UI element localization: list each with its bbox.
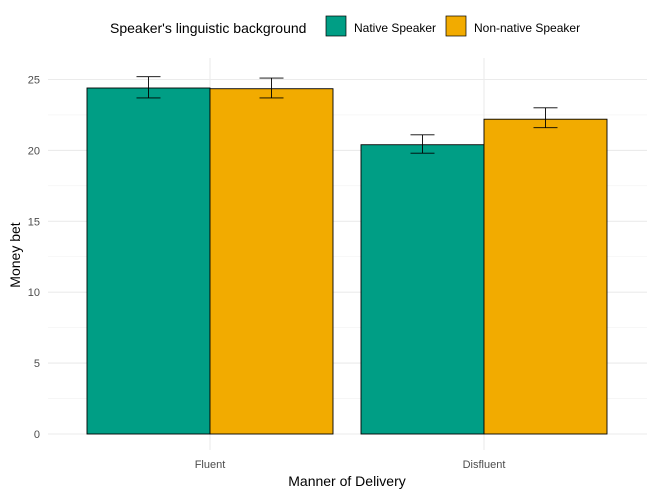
bar-fluent-native-speaker <box>86 87 211 435</box>
x-axis-ticks: Fluent Disfluent <box>195 459 506 471</box>
legend-swatch-native <box>325 15 347 37</box>
y-tick-label: 5 <box>34 358 40 370</box>
y-tick-label: 10 <box>28 287 40 299</box>
bar-disfluent-native-speaker <box>360 144 485 435</box>
x-tick-label: Fluent <box>195 459 226 471</box>
x-axis-label: Manner of Delivery <box>288 473 406 489</box>
bars <box>86 87 608 435</box>
legend-label-native: Native Speaker <box>354 21 436 35</box>
legend: Speaker's linguistic background Native S… <box>110 15 580 37</box>
x-tick-label: Disfluent <box>463 459 506 471</box>
legend-swatch-nonnative <box>445 15 467 37</box>
bar-fluent-non-native-speaker <box>209 88 334 435</box>
y-tick-label: 15 <box>28 216 40 228</box>
y-tick-label: 25 <box>28 75 40 87</box>
y-axis-label: Money bet <box>7 222 23 287</box>
y-tick-label: 20 <box>28 145 40 157</box>
y-tick-label: 0 <box>34 429 40 441</box>
error-bars <box>136 76 558 154</box>
legend-title: Speaker's linguistic background <box>110 20 306 36</box>
bar-disfluent-non-native-speaker <box>483 118 608 435</box>
legend-label-nonnative: Non-native Speaker <box>474 21 580 35</box>
y-axis-ticks: 0 5 10 15 20 25 <box>28 75 40 442</box>
